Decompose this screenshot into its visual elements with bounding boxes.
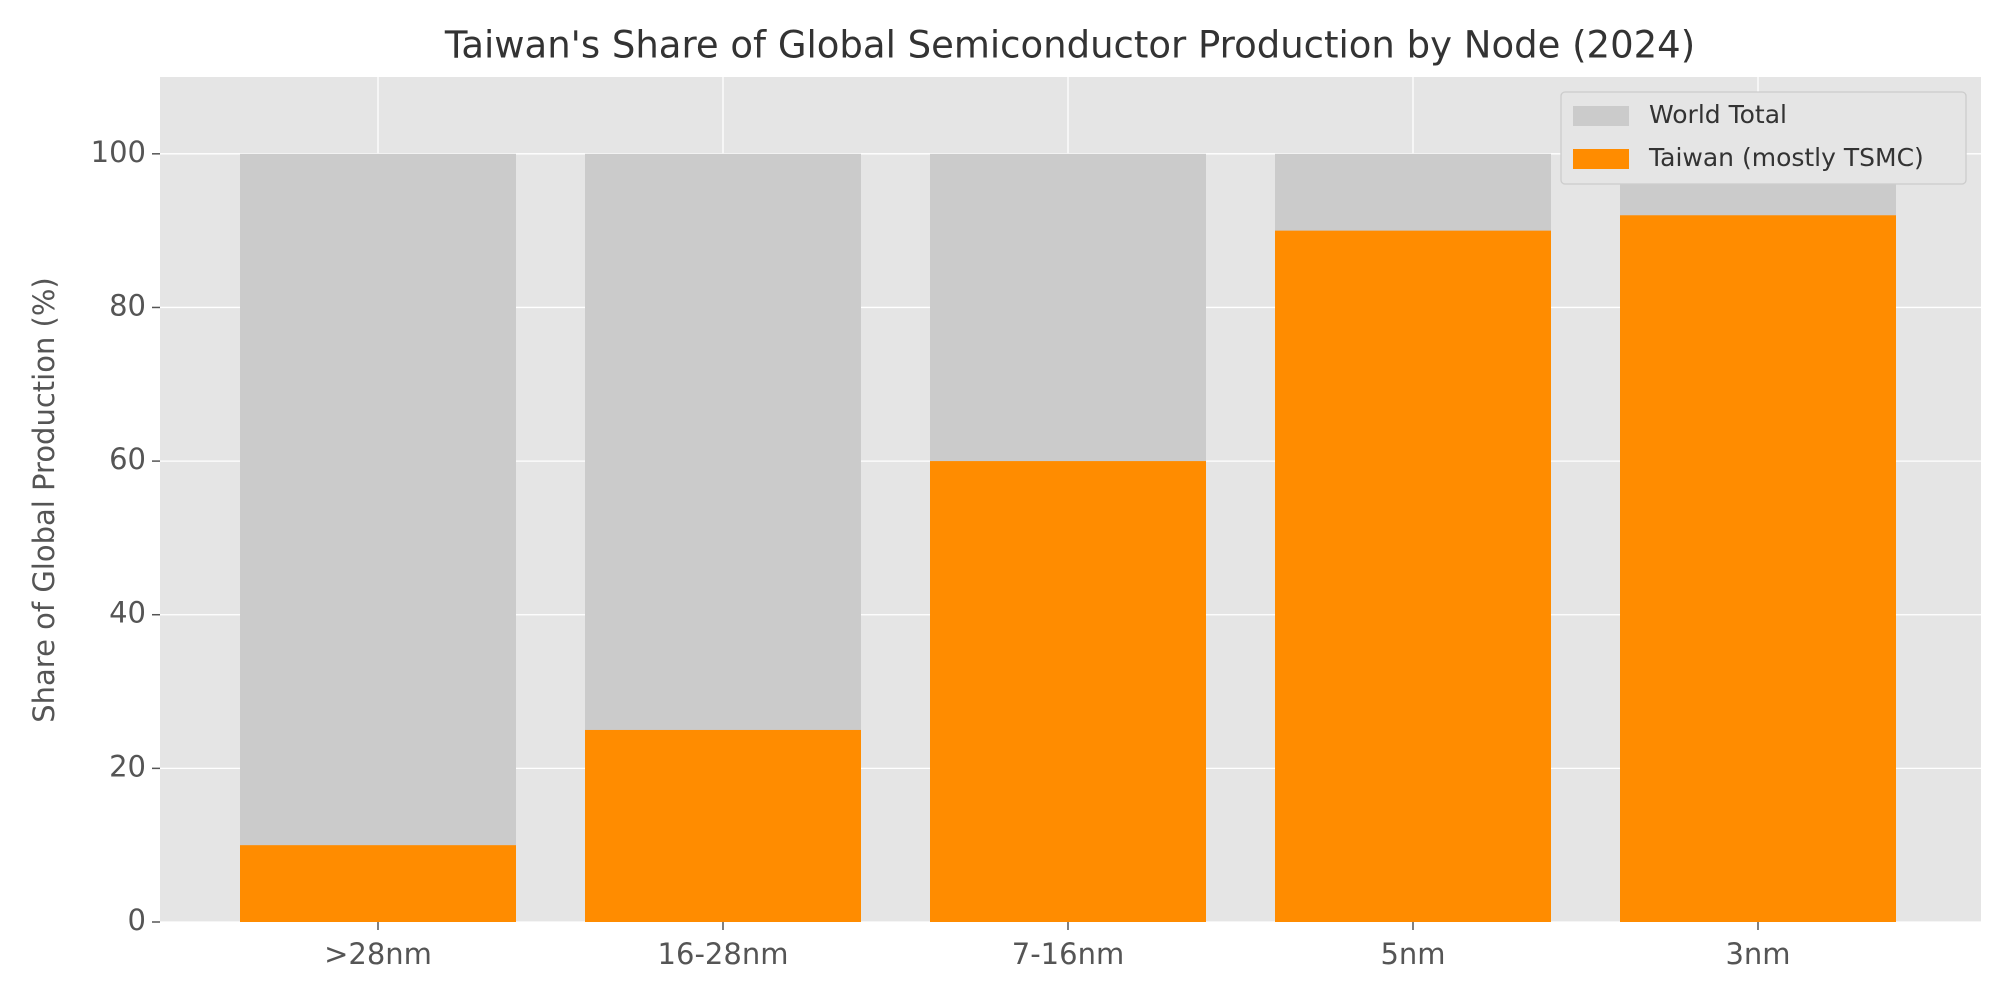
x-tick-label: 7-16nm xyxy=(1012,937,1124,971)
legend: World Total Taiwan (mostly TSMC) xyxy=(1560,91,1967,185)
bars xyxy=(240,153,1896,923)
bar xyxy=(1275,230,1551,923)
bar xyxy=(240,153,516,922)
x-tick-label: 16-28nm xyxy=(658,937,789,971)
y-tick-label: 80 xyxy=(109,288,146,322)
y-tick-label: 100 xyxy=(91,135,146,169)
bar xyxy=(240,845,516,922)
chart-title: Taiwan's Share of Global Semiconductor P… xyxy=(444,24,1695,67)
legend-swatch xyxy=(1573,106,1629,126)
legend-label: World Total xyxy=(1649,100,1787,129)
y-tick-label: 60 xyxy=(109,442,146,476)
y-tick-label: 40 xyxy=(109,596,146,630)
bar xyxy=(585,729,861,922)
y-axis-label: Share of Global Production (%) xyxy=(27,277,61,723)
x-tick-label: 5nm xyxy=(1380,937,1445,971)
legend-box xyxy=(1560,91,1967,185)
legend-swatch xyxy=(1573,149,1629,169)
y-tick-label: 0 xyxy=(128,903,146,937)
bar xyxy=(930,461,1206,922)
legend-label: Taiwan (mostly TSMC) xyxy=(1648,143,1924,172)
x-tick-label: 3nm xyxy=(1725,937,1790,971)
x-tick-label: >28nm xyxy=(324,937,432,971)
bar xyxy=(1620,215,1896,923)
y-tick-label: 20 xyxy=(109,749,146,783)
